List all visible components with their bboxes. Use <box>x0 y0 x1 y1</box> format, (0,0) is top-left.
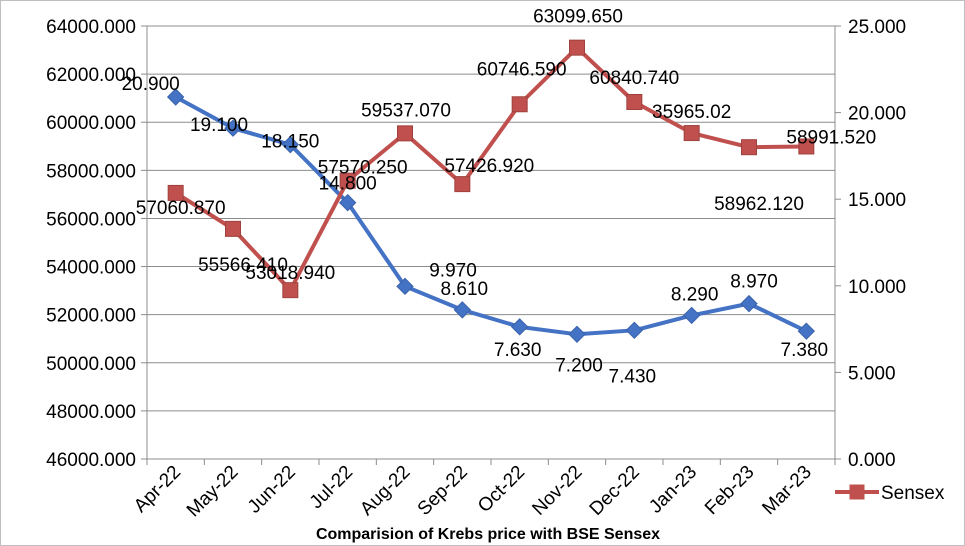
legend-marker <box>850 485 865 500</box>
y-left-tick-label: 58000.000 <box>46 161 136 182</box>
data-label: 7.200 <box>555 355 603 376</box>
data-label: 35965.02 <box>652 102 731 123</box>
data-point-marker <box>626 322 642 338</box>
y-right-tick-label: 20.000 <box>848 104 906 125</box>
data-label: 57570.250 <box>318 158 408 179</box>
data-label: 7.430 <box>609 366 657 387</box>
y-left-tick-label: 56000.000 <box>46 209 136 230</box>
data-point-marker <box>455 177 470 192</box>
data-label: 53018.940 <box>245 263 335 284</box>
data-point-marker <box>512 319 528 335</box>
y-left-tick-label: 50000.000 <box>46 354 136 375</box>
data-point-marker <box>454 302 470 318</box>
data-label: 8.290 <box>671 284 719 305</box>
y-left-tick-label: 64000.000 <box>46 17 136 38</box>
x-tick-label: Jul-22 <box>306 462 357 513</box>
data-label: 57426.920 <box>444 156 534 177</box>
x-tick-label: Sep-22 <box>414 462 472 520</box>
data-label: 60840.740 <box>589 68 679 89</box>
data-label: 8.610 <box>441 279 489 300</box>
x-tick-label: Jan-23 <box>645 462 701 518</box>
x-tick-label: Apr-22 <box>130 462 185 517</box>
y-right-tick-label: 0.000 <box>848 450 896 471</box>
data-point-marker <box>684 126 699 141</box>
data-label: 8.970 <box>730 272 778 293</box>
y-left-tick-label: 46000.000 <box>46 450 136 471</box>
y-right-tick-label: 25.000 <box>848 17 906 38</box>
data-point-marker <box>684 307 700 323</box>
x-tick-label: Feb-23 <box>701 462 758 519</box>
y-left-tick-label: 54000.000 <box>46 258 136 279</box>
y-left-tick-label: 52000.000 <box>46 306 136 327</box>
legend-label: Sensex <box>881 483 945 504</box>
y-left-tick-label: 48000.000 <box>46 402 136 423</box>
x-tick-label: May-22 <box>183 462 243 522</box>
y-left-tick-label: 60000.000 <box>46 113 136 134</box>
data-label: 18.150 <box>261 132 319 153</box>
x-tick-label: Nov-22 <box>528 462 586 520</box>
data-point-marker <box>741 296 757 312</box>
data-label: 7.380 <box>781 340 829 361</box>
data-point-marker <box>512 97 527 112</box>
data-label: 59537.070 <box>361 100 451 121</box>
y-right-tick-label: 15.000 <box>848 190 906 211</box>
data-label: 57060.870 <box>136 198 226 219</box>
x-tick-label: Jun-22 <box>244 462 300 518</box>
data-label: 60746.590 <box>477 59 567 80</box>
chart-title: Comparision of Krebs price with BSE Sens… <box>316 526 660 543</box>
x-tick-label: Oct-22 <box>474 462 529 517</box>
data-label: 20.900 <box>122 74 180 95</box>
y-right-tick-label: 5.000 <box>848 363 896 384</box>
data-point-marker <box>226 221 241 236</box>
data-label: 58962.120 <box>714 194 804 215</box>
y-right-tick-label: 10.000 <box>848 277 906 298</box>
legend: Sensex <box>835 483 945 504</box>
data-label: 58991.520 <box>786 127 876 148</box>
data-point-marker <box>798 323 814 339</box>
x-tick-label: Dec-22 <box>586 462 644 520</box>
data-point-marker <box>742 140 757 155</box>
x-tick-label: Aug-22 <box>356 462 414 520</box>
data-point-marker <box>283 283 298 298</box>
x-tick-label: Mar-23 <box>758 462 815 519</box>
data-label: 7.630 <box>494 340 542 361</box>
data-point-marker <box>627 94 642 109</box>
gridlines <box>147 26 835 459</box>
data-point-marker <box>570 40 585 55</box>
data-labels: 20.90019.10018.15014.8009.9708.6107.6307… <box>122 7 877 388</box>
data-label: 63099.650 <box>533 7 623 28</box>
data-point-marker <box>569 326 585 342</box>
data-point-marker <box>398 126 413 141</box>
data-label: 19.100 <box>190 115 248 136</box>
